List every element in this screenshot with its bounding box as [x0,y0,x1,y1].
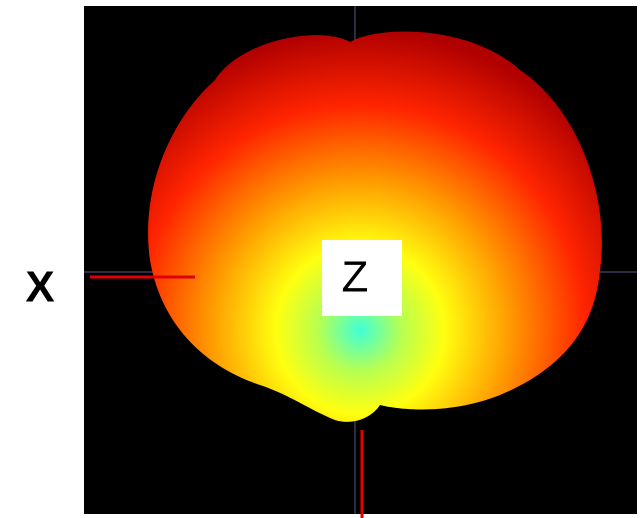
pattern-surface [148,31,602,422]
z-label: Z [342,253,369,302]
z-label-box [322,240,402,316]
x-label: X [25,263,54,312]
